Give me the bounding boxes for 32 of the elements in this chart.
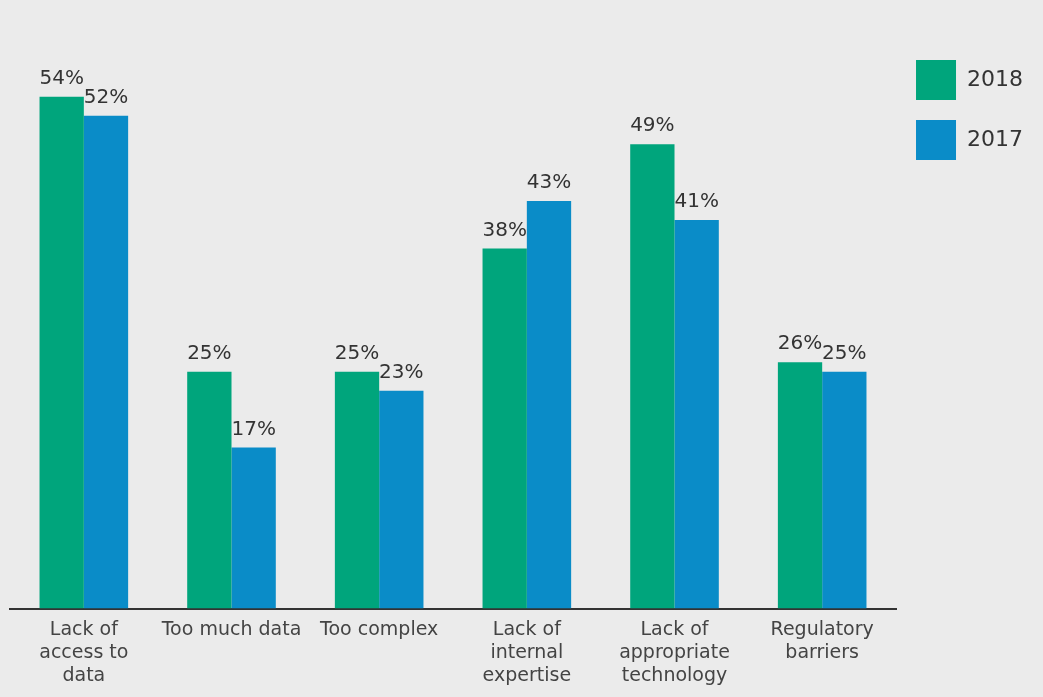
bar	[777, 362, 823, 609]
x-tick-label: Lack of internal expertise	[482, 616, 572, 685]
data-label: 26%	[777, 330, 823, 355]
data-label: 49%	[630, 112, 675, 137]
bar	[39, 96, 84, 609]
legend-label: 2018	[967, 65, 1024, 91]
data-label: 38%	[482, 216, 527, 241]
bar	[526, 201, 572, 609]
bar	[482, 248, 527, 609]
data-label: 52%	[83, 84, 129, 109]
data-label: 25%	[334, 339, 380, 364]
data-label: 25%	[187, 339, 232, 364]
bar	[630, 144, 675, 609]
x-tick-label: Regulatory barriers	[770, 616, 874, 662]
x-tick-label: Lack of appropriate technology	[619, 616, 730, 685]
data-label: 25%	[822, 339, 867, 364]
data-label: 43%	[526, 169, 572, 194]
bar	[231, 447, 276, 609]
data-label: 54%	[39, 65, 84, 90]
bar	[334, 371, 380, 609]
data-label: 17%	[231, 415, 276, 440]
bar	[674, 220, 719, 609]
bar	[822, 371, 867, 609]
data-label: 41%	[674, 188, 719, 213]
bar	[83, 115, 129, 609]
x-tick-label: Too much data	[160, 616, 302, 639]
legend-label: 2017	[967, 125, 1024, 151]
x-tick-label: Too complex	[319, 616, 439, 639]
data-label: 23%	[379, 358, 424, 383]
bar	[379, 390, 424, 609]
bar	[187, 371, 232, 609]
x-tick-label: Lack of access to data	[39, 616, 129, 685]
